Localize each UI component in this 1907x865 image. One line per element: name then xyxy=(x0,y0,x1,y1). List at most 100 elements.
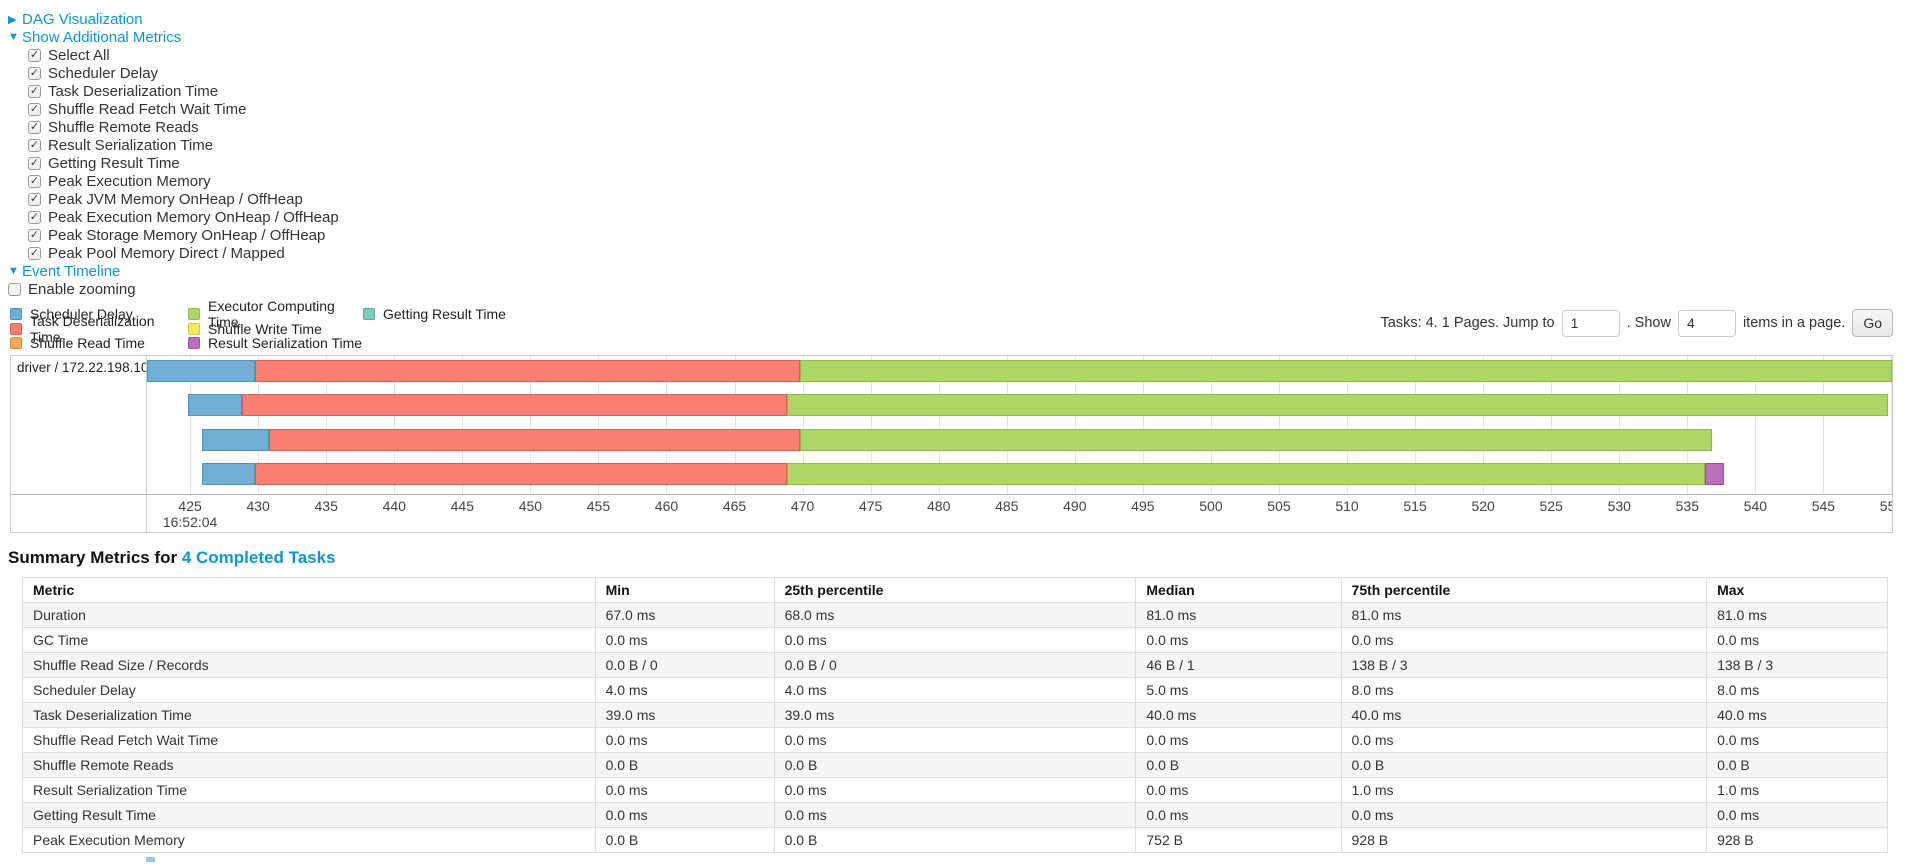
axis-tick-label: 510 xyxy=(1335,497,1359,514)
axis-tick-label: 540 xyxy=(1743,497,1768,514)
task-4-segment-result_serialization[interactable] xyxy=(1705,463,1724,485)
show-additional-metrics-toggle[interactable]: ▼ Show Additional Metrics xyxy=(8,28,181,46)
metric-value-cell: 0.0 ms xyxy=(594,726,775,753)
summary-table-body: Duration 67.0 ms 68.0 ms 81.0 ms 81.0 ms 81.0… xyxy=(22,601,1888,853)
task-4-segment-executor_computing[interactable] xyxy=(787,463,1706,485)
axis-tick-label: 455 xyxy=(586,497,611,514)
event-timeline-label: Event Timeline xyxy=(22,262,121,280)
timeline-gridline xyxy=(1415,355,1417,494)
metric-checkbox-peak-execution-memory-onheap-offheap[interactable]: ✓ Peak Execution Memory OnHeap / OffHeap xyxy=(28,208,1907,226)
task-3-segment-executor_computing[interactable] xyxy=(799,428,1713,451)
task-1-segment-task_deserialization[interactable] xyxy=(255,359,800,382)
task-4-segment-scheduler_delay[interactable] xyxy=(201,463,256,485)
event-timeline-toggle[interactable]: ▼ Event Timeline xyxy=(8,262,120,280)
timeline-gridline xyxy=(1347,355,1349,494)
checked-checkbox-icon: ✓ xyxy=(28,84,41,98)
timeline-gridline xyxy=(802,355,804,494)
metric-checkbox-peak-execution-memory[interactable]: ✓ Peak Execution Memory xyxy=(28,172,1907,190)
task-2-segment-task_deserialization[interactable] xyxy=(242,394,787,416)
metric-value-cell: 0.0 ms xyxy=(1340,801,1708,828)
page-size-input[interactable] xyxy=(1677,309,1736,337)
axis-tick-label: 490 xyxy=(1063,497,1087,514)
axis-tick-label: 465 xyxy=(722,497,747,514)
enable-zooming-label: Enable zooming xyxy=(28,280,136,298)
timeline-gridline xyxy=(1823,355,1825,494)
metric-value-cell: 0.0 B xyxy=(773,751,1137,778)
metric-value-cell: 40.0 ms xyxy=(1340,701,1708,728)
checkbox-label: Scheduler Delay xyxy=(48,64,159,82)
axis-tick-label: 535 xyxy=(1675,497,1699,514)
collapsed-arrow-icon: ▶ xyxy=(8,13,17,26)
axis-tick-label: 495 xyxy=(1131,497,1155,514)
metric-checkbox-peak-storage-memory-onheap-offheap[interactable]: ✓ Peak Storage Memory OnHeap / OffHeap xyxy=(28,226,1907,244)
jump-to-page-input[interactable] xyxy=(1561,309,1620,337)
timeline-gridline xyxy=(1074,355,1076,494)
enable-zooming-checkbox[interactable]: Enable zooming xyxy=(8,280,1907,298)
task-1-segment-scheduler_delay[interactable] xyxy=(147,359,256,382)
metric-value-cell: 0.0 ms xyxy=(773,801,1137,828)
metric-value-cell: 0.0 B xyxy=(773,826,1137,853)
metric-value-cell: 0.0 ms xyxy=(1340,626,1708,653)
task-3-segment-scheduler_delay[interactable] xyxy=(201,428,270,451)
completed-tasks-link[interactable]: 4 Completed Tasks xyxy=(181,547,336,567)
axis-tick-label: 545 xyxy=(1811,497,1836,514)
checked-checkbox-icon: ✓ xyxy=(28,228,41,242)
metric-name-cell: Shuffle Read Size / Records xyxy=(22,651,596,678)
timeline-legend: Scheduler Delay Task Deserialization Time… xyxy=(10,298,506,351)
summary-column-header-metric: Metric xyxy=(22,576,596,603)
table-row-task-deserialization-time: Task Deserialization Time 39.0 ms 39.0 ms 4… xyxy=(22,701,1888,728)
metric-checkbox-shuffle-read-fetch-wait-time[interactable]: ✓ Shuffle Read Fetch Wait Time xyxy=(28,100,1907,118)
table-row-shuffle-remote-reads: Shuffle Remote Reads 0.0 B 0.0 B 0.0 B 0.0 B… xyxy=(22,751,1888,778)
timeline-gridline xyxy=(462,355,464,494)
summary-column-header-max: Max xyxy=(1706,576,1888,603)
table-row-scheduler-delay: Scheduler Delay 4.0 ms 4.0 ms 5.0 ms 8.0 ms 8… xyxy=(22,676,1888,703)
metric-checkbox-select-all[interactable]: ✓ Select All xyxy=(28,46,1907,64)
checkbox-label: Task Deserialization Time xyxy=(48,82,219,100)
metric-value-cell: 81.0 ms xyxy=(1340,601,1708,628)
checkbox-label: Getting Result Time xyxy=(48,154,180,172)
metric-value-cell: 0.0 ms xyxy=(1706,726,1888,753)
expanded-arrow-icon: ▼ xyxy=(8,265,19,277)
table-row-duration: Duration 67.0 ms 68.0 ms 81.0 ms 81.0 ms 81.0… xyxy=(22,601,1888,628)
metric-checkbox-getting-result-time[interactable]: ✓ Getting Result Time xyxy=(28,154,1907,172)
metric-value-cell: 138 B / 3 xyxy=(1340,651,1708,678)
task-2-segment-scheduler_delay[interactable] xyxy=(188,394,243,416)
metric-value-cell: 4.0 ms xyxy=(773,676,1137,703)
checkbox-label: Select All xyxy=(48,46,110,64)
axis-tick-label: 445 xyxy=(450,497,474,514)
legend-swatch-icon xyxy=(363,308,375,321)
metric-checkbox-task-deserialization-time[interactable]: ✓ Task Deserialization Time xyxy=(28,82,1907,100)
metric-checkbox-shuffle-remote-reads[interactable]: ✓ Shuffle Remote Reads xyxy=(28,118,1907,136)
metric-checkbox-peak-pool-memory-direct-mapped[interactable]: ✓ Peak Pool Memory Direct / Mapped xyxy=(28,244,1907,262)
metric-value-cell: 5.0 ms xyxy=(1135,676,1342,703)
go-button[interactable]: Go xyxy=(1852,309,1893,337)
metric-value-cell: 0.0 B xyxy=(1340,751,1708,778)
dag-visualization-toggle[interactable]: ▶ DAG Visualization xyxy=(8,10,143,28)
metric-name-cell: Peak Execution Memory xyxy=(22,826,596,853)
legend-item-shuffle-read-time: Shuffle Read Time xyxy=(10,335,188,351)
metric-checkbox-result-serialization-time[interactable]: ✓ Result Serialization Time xyxy=(28,136,1907,154)
task-1-segment-executor_computing[interactable] xyxy=(799,359,1892,382)
metric-checkbox-peak-jvm-memory-onheap-offheap[interactable]: ✓ Peak JVM Memory OnHeap / OffHeap xyxy=(28,190,1907,208)
table-row-result-serialization-time: Result Serialization Time 0.0 ms 0.0 ms 0.0… xyxy=(22,776,1888,803)
metric-value-cell: 0.0 ms xyxy=(1706,626,1888,653)
timeline-gridline xyxy=(530,355,532,494)
checkbox-label: Peak JVM Memory OnHeap / OffHeap xyxy=(48,190,303,208)
task-3-segment-task_deserialization[interactable] xyxy=(269,428,800,451)
task-4-segment-task_deserialization[interactable] xyxy=(255,463,788,485)
table-row-shuffle-read-size-records: Shuffle Read Size / Records 0.0 B / 0 0.0 … xyxy=(22,651,1888,678)
timeline-gridline xyxy=(1619,355,1621,494)
axis-tick-label: 500 xyxy=(1199,497,1223,514)
metric-value-cell: 0.0 ms xyxy=(594,776,775,803)
summary-column-header-median: Median xyxy=(1135,576,1342,603)
timeline-gridline xyxy=(1687,355,1689,494)
checked-checkbox-icon: ✓ xyxy=(28,138,41,152)
legend-swatch-icon xyxy=(10,337,22,350)
metric-checkbox-scheduler-delay[interactable]: ✓ Scheduler Delay xyxy=(28,64,1907,82)
metric-value-cell: 8.0 ms xyxy=(1340,676,1708,703)
task-2-segment-executor_computing[interactable] xyxy=(786,394,1888,416)
metric-name-cell: GC Time xyxy=(22,626,596,653)
axis-tick-label: 470 xyxy=(790,497,815,514)
checkbox-label: Shuffle Remote Reads xyxy=(48,118,199,136)
summary-column-header-75th-percentile: 75th percentile xyxy=(1340,576,1708,603)
